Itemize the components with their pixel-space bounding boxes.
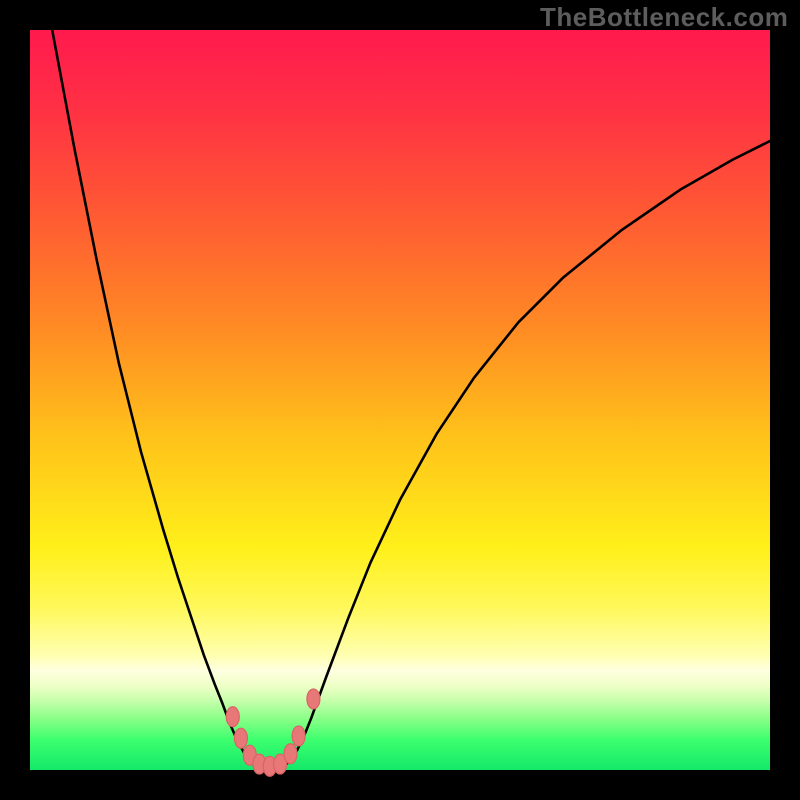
curve-marker — [292, 726, 305, 746]
curve-marker — [234, 728, 247, 748]
plot-background — [30, 30, 770, 770]
curve-marker — [284, 744, 297, 764]
bottleneck-chart — [0, 0, 800, 800]
curve-marker — [307, 689, 320, 709]
curve-marker — [226, 707, 239, 727]
chart-root: TheBottleneck.com — [0, 0, 800, 800]
watermark-text: TheBottleneck.com — [540, 2, 788, 33]
